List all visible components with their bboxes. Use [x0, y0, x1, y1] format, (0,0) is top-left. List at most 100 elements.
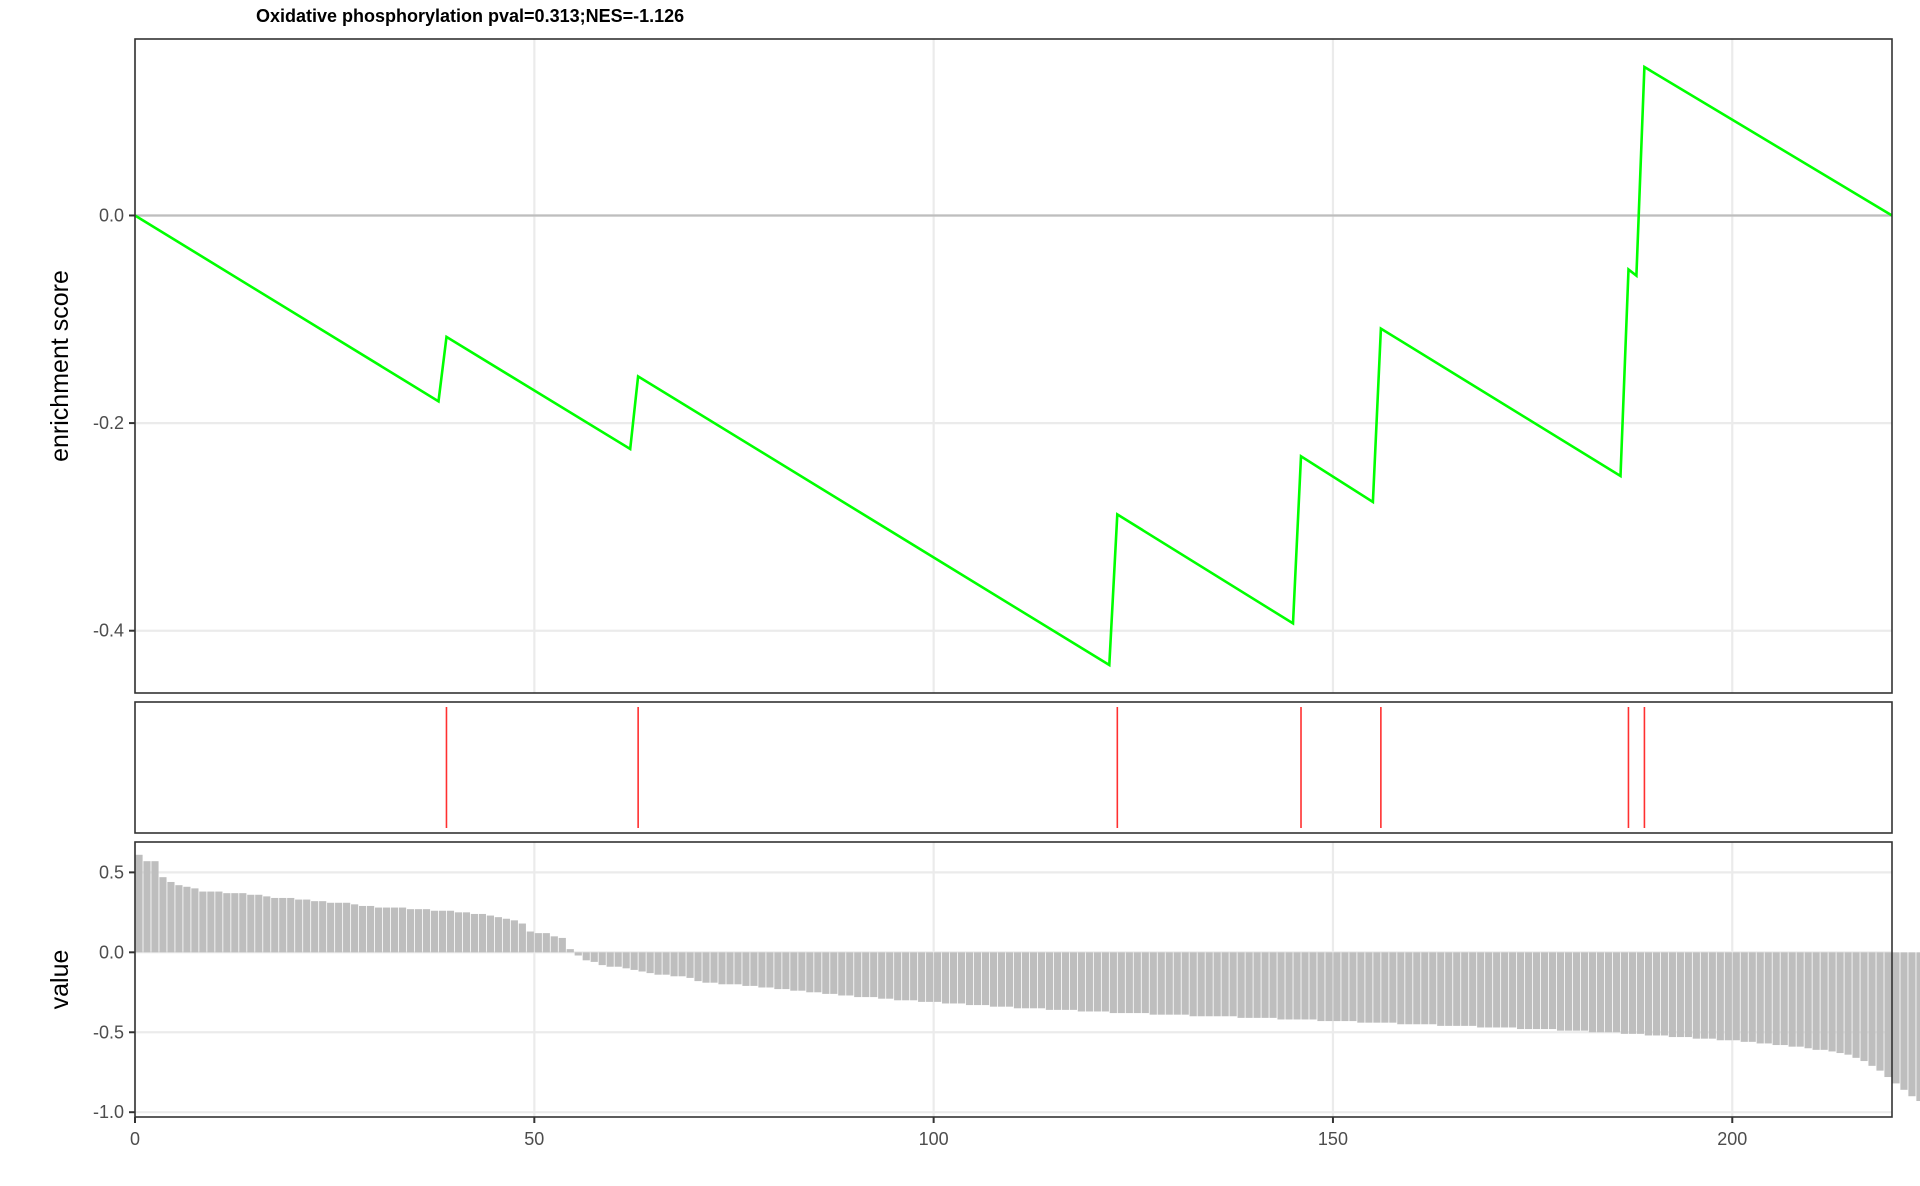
ranked-value-bar: [1301, 952, 1309, 1020]
ranked-value-bar: [526, 931, 534, 953]
ranked-value-bar: [1117, 952, 1125, 1014]
ranked-value-bar: [934, 952, 942, 1002]
ranked-value-bar: [590, 952, 598, 962]
ranked-value-bar: [1732, 952, 1740, 1041]
ranked-value-bar: [1461, 952, 1469, 1026]
ranked-value-bar: [750, 952, 758, 986]
ranked-value-bar: [1660, 952, 1668, 1036]
ranked-value-bar: [1684, 952, 1692, 1038]
gene-hit-markers: [445, 707, 1646, 828]
ranked-value-bar: [430, 910, 439, 953]
ranked-value-bar: [790, 952, 798, 991]
ranked-value-bar: [534, 933, 542, 953]
ranked-value-bar: [1269, 952, 1277, 1018]
ranked-value-bar: [279, 897, 287, 953]
ranked-value-bar: [1692, 952, 1700, 1039]
ranked-value-bar: [902, 952, 910, 1001]
enrichment-panel-border: [134, 38, 1893, 694]
ranked-value-bar: [406, 909, 415, 953]
ranked-value-bar: [271, 897, 279, 953]
ranked-value-bar: [502, 918, 510, 953]
ranked-value-bar: [1253, 952, 1261, 1018]
ranked-value-bar: [1884, 952, 1892, 1078]
ranked-value-bar: [606, 952, 614, 967]
enrichment-y-tick-label: -0.4: [93, 621, 124, 641]
ranked-value-bar: [1109, 952, 1117, 1014]
ranked-value-bar: [390, 907, 399, 953]
ranked-value-bar: [1908, 952, 1916, 1097]
ranked-value-bar: [1093, 952, 1101, 1012]
ranked-value-bar: [1876, 952, 1884, 1071]
ranked-value-bar: [295, 899, 303, 953]
ranked-value-bar: [981, 952, 990, 1006]
ranked-value-bars: [135, 854, 1920, 1102]
ranked-value-bar: [414, 909, 423, 953]
ranked-value-bar: [1604, 952, 1613, 1033]
ranked-value-bar: [718, 952, 726, 985]
ranked-value-bar: [1668, 952, 1676, 1038]
ranked-value-bar: [614, 952, 622, 967]
ranked-value-bar: [702, 952, 710, 983]
ranked-value-bar: [255, 894, 263, 953]
ranked-value-bar: [1477, 952, 1485, 1028]
ranked-value-bar: [1525, 952, 1533, 1030]
enrichment-y-tick-label: -0.2: [93, 413, 124, 433]
ranked-y-axis-label: value: [46, 950, 74, 1010]
ranked-value-bar: [942, 952, 950, 1004]
ranked-value-bar: [1357, 952, 1365, 1023]
ranked-value-bar: [1844, 952, 1852, 1055]
ranked-value-bar: [989, 952, 998, 1007]
ranked-value-bar: [582, 952, 590, 961]
ranked-value-bar: [247, 894, 255, 953]
ranked-value-bar: [1588, 952, 1597, 1033]
ranked-value-bar: [870, 952, 878, 998]
chart-title: Oxidative phosphorylation pval=0.313;NES…: [256, 6, 684, 26]
ranked-value-bar: [1221, 952, 1229, 1017]
ranked-value-bar: [1389, 952, 1397, 1023]
ranked-value-bar: [1820, 952, 1828, 1050]
ranked-value-bar: [862, 952, 870, 998]
ranked-value-bar: [1548, 952, 1557, 1030]
ranked-value-bar: [542, 933, 550, 953]
ranked-value-bar: [550, 936, 558, 953]
ranked-value-bar: [143, 861, 151, 953]
ranked-value-bar: [1724, 952, 1732, 1041]
ranked-value-bar: [327, 902, 335, 953]
ranked-value-bar: [1333, 952, 1341, 1022]
ranked-value-bar: [822, 952, 830, 994]
ranked-value-bar: [1141, 952, 1149, 1014]
ranked-value-bar: [1165, 952, 1173, 1015]
ranked-value-bar: [1469, 952, 1477, 1026]
ranked-value-bar: [1708, 952, 1716, 1039]
ranked-value-bar: [231, 893, 239, 953]
ranked-value-bar: [1636, 952, 1645, 1034]
enrichment-y-tick-label: 0.0: [99, 205, 124, 225]
ranked-value-bar: [838, 952, 846, 996]
enrichment-y-axis-label: enrichment score: [46, 270, 74, 462]
enrichment-gridlines: [133, 39, 1892, 693]
ranked-value-bar: [670, 952, 678, 977]
ranked-value-bar: [1149, 952, 1157, 1015]
ranked-value-bar: [351, 904, 359, 953]
ranked-value-bar: [215, 891, 223, 953]
ranked-value-bar: [854, 952, 862, 998]
ranked-value-bar: [1748, 952, 1756, 1042]
ranked-value-bar: [1277, 952, 1285, 1020]
x-axis-ticks: 0 50 100 150 200: [130, 1117, 1747, 1149]
panel-borders: [134, 38, 1893, 1118]
x-tick-label: 100: [919, 1129, 949, 1149]
ranked-value-bar: [1652, 952, 1660, 1036]
ranked-value-bar: [319, 901, 327, 953]
ranked-value-bar: [175, 885, 183, 953]
ranked-value-bar: [1061, 952, 1070, 1010]
ranked-value-bar: [638, 952, 646, 972]
ranked-value-bar: [806, 952, 814, 993]
ranked-value-bar: [1125, 952, 1133, 1014]
ranked-value-bar: [438, 910, 447, 953]
ranked-value-bar: [1309, 952, 1317, 1020]
ranked-value-bar: [159, 877, 167, 953]
ranked-value-bar: [654, 952, 662, 975]
ranked-value-bar: [422, 909, 431, 953]
ranked-value-bar: [1285, 952, 1293, 1020]
enrichment-curve: [134, 64, 1893, 668]
